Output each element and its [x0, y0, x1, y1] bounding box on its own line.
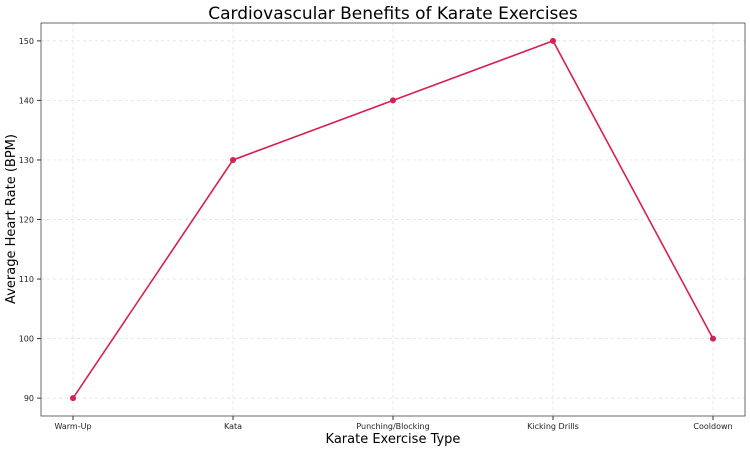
- data-point: [70, 395, 76, 402]
- data-point: [550, 37, 556, 44]
- y-tick-label: 120: [19, 216, 34, 225]
- data-point: [390, 97, 396, 104]
- y-tick-label: 150: [19, 37, 34, 46]
- x-tick-label: Warm-Up: [54, 422, 91, 431]
- y-tick-label: 110: [19, 275, 34, 284]
- plot-area-frame: [40, 22, 746, 417]
- x-tick-label: Kata: [224, 422, 242, 431]
- data-point: [230, 156, 236, 163]
- y-axis-label: Average Heart Rate (BPM): [4, 134, 19, 304]
- y-tick-label: 100: [19, 335, 34, 344]
- data-point: [710, 335, 716, 342]
- y-tick-label: 90: [24, 394, 34, 403]
- x-tick-label: Kicking Drills: [527, 422, 579, 431]
- y-tick-label: 130: [19, 156, 34, 165]
- x-axis-label: Karate Exercise Type: [326, 432, 461, 447]
- x-tick-label: Cooldown: [693, 422, 732, 431]
- x-tick-label: Punching/Blocking: [356, 422, 429, 431]
- chart-title: Cardiovascular Benefits of Karate Exerci…: [208, 4, 578, 24]
- y-tick-label: 140: [19, 96, 34, 105]
